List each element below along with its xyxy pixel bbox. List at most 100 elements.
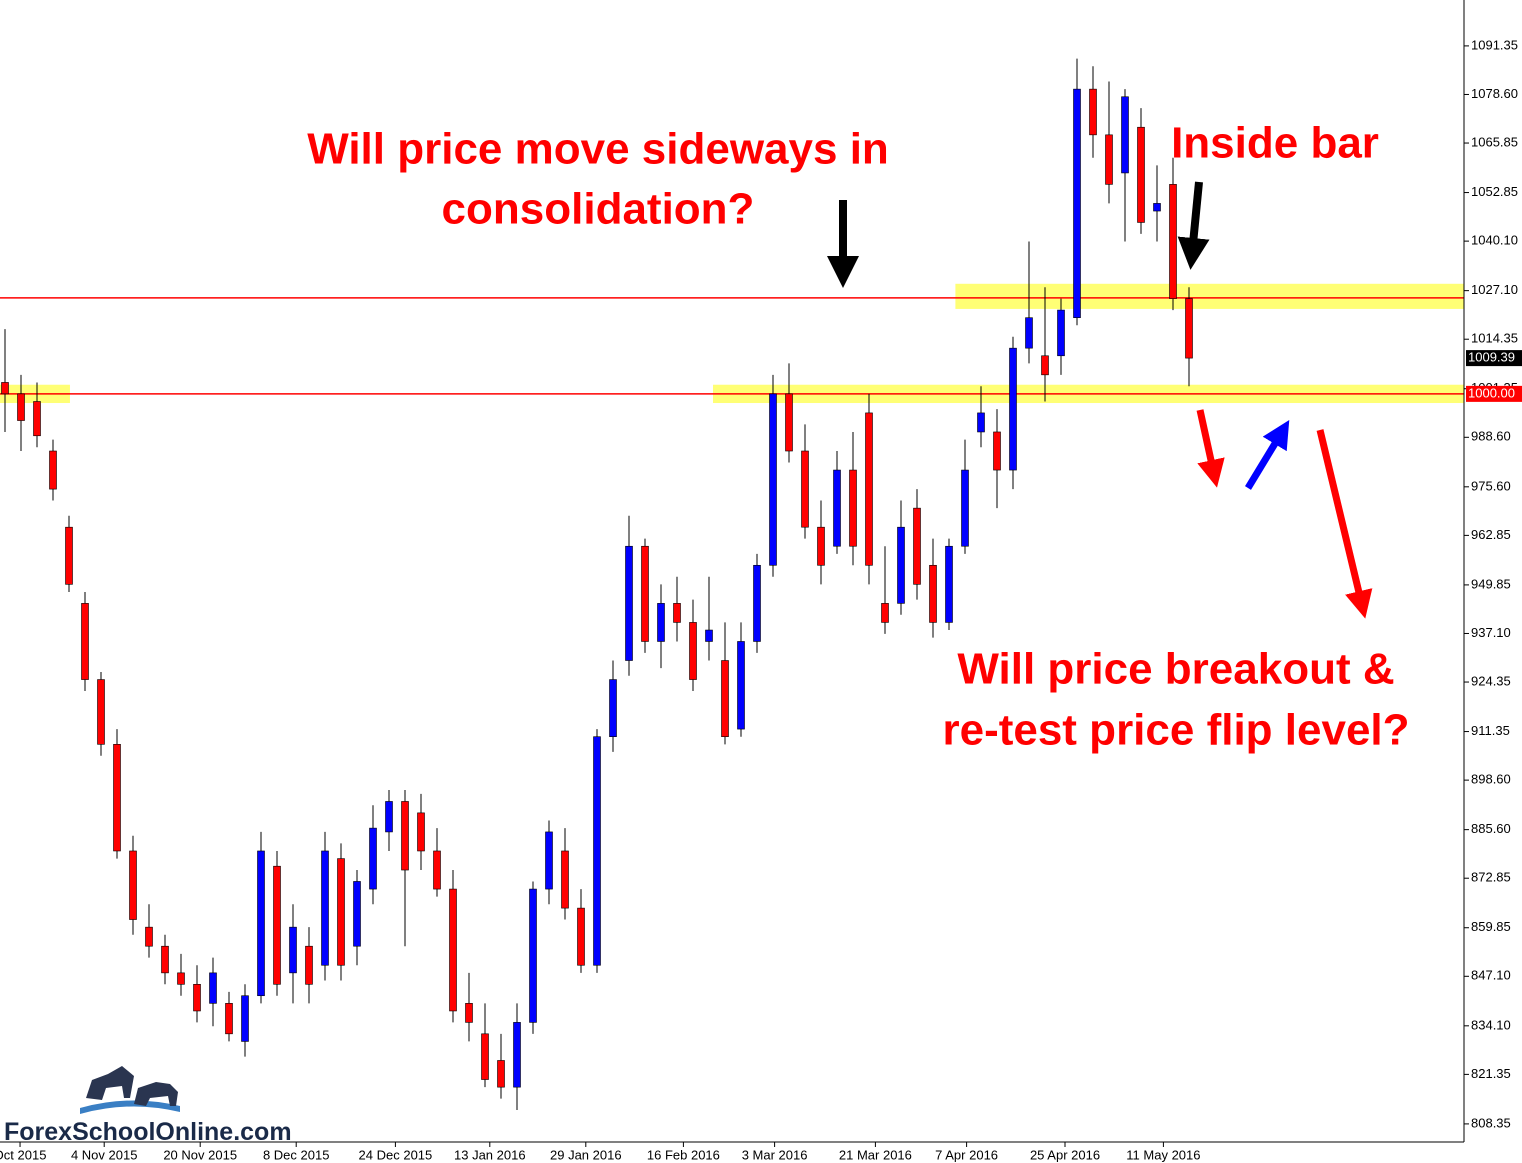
candle-body <box>929 564 937 623</box>
x-tick-label: 29 Jan 2016 <box>550 1147 622 1162</box>
candle-body <box>1105 134 1113 185</box>
y-tick-label: 962.85 <box>1471 527 1511 542</box>
candle-body <box>769 393 777 566</box>
y-tick-label: 949.85 <box>1471 576 1511 591</box>
candle-body <box>337 858 345 966</box>
candle-body <box>97 679 105 745</box>
arrow <box>1196 409 1225 488</box>
candle-body <box>1 382 9 395</box>
y-tick-label: 1091.35 <box>1471 37 1518 52</box>
candle-body <box>577 907 585 966</box>
price-label: 1000.00 <box>1468 385 1515 400</box>
candle-body <box>1009 347 1017 471</box>
candle-body <box>161 945 169 974</box>
candle-body <box>1089 88 1097 136</box>
candle-body <box>385 801 393 833</box>
x-tick-label: Oct 2015 <box>0 1147 46 1162</box>
candle-body <box>641 545 649 642</box>
candle-body <box>65 526 73 585</box>
x-tick-label: 4 Nov 2015 <box>71 1147 138 1162</box>
x-tick-label: 24 Dec 2015 <box>359 1147 433 1162</box>
candle-body <box>193 983 201 1012</box>
candle-body <box>977 412 985 433</box>
candles <box>1 58 1193 1111</box>
candle-body <box>145 926 153 947</box>
candle-body <box>449 888 457 1012</box>
candle-body <box>609 679 617 738</box>
annotation: consolidation? <box>442 185 755 234</box>
x-tick-label: 20 Nov 2015 <box>163 1147 237 1162</box>
candle-body <box>129 850 137 920</box>
candle-body <box>945 545 953 623</box>
candle-body <box>993 431 1001 471</box>
price-label-box <box>1466 385 1522 402</box>
y-tick-label: 821.35 <box>1471 1066 1511 1081</box>
y-tick-label: 937.10 <box>1471 625 1511 640</box>
candle-body <box>801 450 809 528</box>
y-tick-label: 1052.85 <box>1471 184 1518 199</box>
candle-body <box>81 603 89 680</box>
candle-body <box>225 1003 233 1035</box>
arrow <box>1316 429 1373 619</box>
candle-body <box>865 412 873 566</box>
logo-text: ForexSchoolOnline.com <box>4 1118 292 1146</box>
candle-body <box>913 507 921 585</box>
candle-body <box>481 1033 489 1080</box>
price-label-box <box>1466 350 1522 367</box>
candle-body <box>673 603 681 623</box>
candle-body <box>897 526 905 604</box>
candle-body <box>737 641 745 730</box>
zone <box>955 283 1464 309</box>
candle-body <box>705 629 713 642</box>
x-tick-label: 21 Mar 2016 <box>839 1147 912 1162</box>
candle-body <box>1041 355 1049 376</box>
candle-body <box>273 865 281 985</box>
y-tick-label: 885.60 <box>1471 821 1511 836</box>
candle-body <box>513 1022 521 1088</box>
candle-body <box>1137 126 1145 223</box>
candle-body <box>529 888 537 1023</box>
candle-body <box>833 469 841 547</box>
candle-body <box>321 850 329 966</box>
candle-body <box>817 526 825 566</box>
y-tick-label: 1078.60 <box>1471 86 1518 101</box>
y-tick-label: 924.35 <box>1471 673 1511 688</box>
logo: ForexSchoolOnline.com <box>4 1066 292 1146</box>
annotation: Will price move sideways in <box>307 125 889 174</box>
candle-body <box>49 450 57 490</box>
candle-body <box>465 1003 473 1023</box>
x-tick-label: 11 May 2016 <box>1126 1147 1200 1162</box>
axes: 808.35 821.35 834.10 847.10 859.85 872.85 885.… <box>0 37 1522 1162</box>
candle-body <box>753 564 761 642</box>
candle-body <box>721 660 729 738</box>
candle-body <box>33 401 41 437</box>
candle-body <box>497 1060 505 1088</box>
candle-body <box>961 469 969 547</box>
candle-body <box>257 850 265 997</box>
candle-body <box>177 972 185 985</box>
y-tick-label: 988.60 <box>1471 429 1511 444</box>
candle-body <box>1185 298 1193 359</box>
candle-body <box>1057 309 1065 357</box>
candle-body <box>113 744 121 852</box>
candle-body <box>417 812 425 852</box>
x-tick-label: 25 Apr 2016 <box>1030 1147 1100 1162</box>
candle-body <box>353 881 361 947</box>
y-tick-label: 847.10 <box>1471 968 1511 983</box>
candle-body <box>433 850 441 890</box>
candle-body <box>625 545 633 661</box>
candle-body <box>689 622 697 680</box>
candle-body <box>1073 88 1081 318</box>
candle-body <box>305 945 313 985</box>
candle-body <box>209 972 217 1004</box>
y-tick-label: 1065.85 <box>1471 134 1518 149</box>
y-tick-label: 859.85 <box>1471 919 1511 934</box>
candle-body <box>289 926 297 974</box>
y-tick-label: 872.85 <box>1471 870 1511 885</box>
candle-body <box>17 393 25 421</box>
x-tick-label: 3 Mar 2016 <box>742 1147 808 1162</box>
candle-body <box>593 736 601 966</box>
candle-body <box>561 850 569 909</box>
candle-body <box>1121 96 1129 174</box>
y-tick-label: 1014.35 <box>1471 331 1518 346</box>
